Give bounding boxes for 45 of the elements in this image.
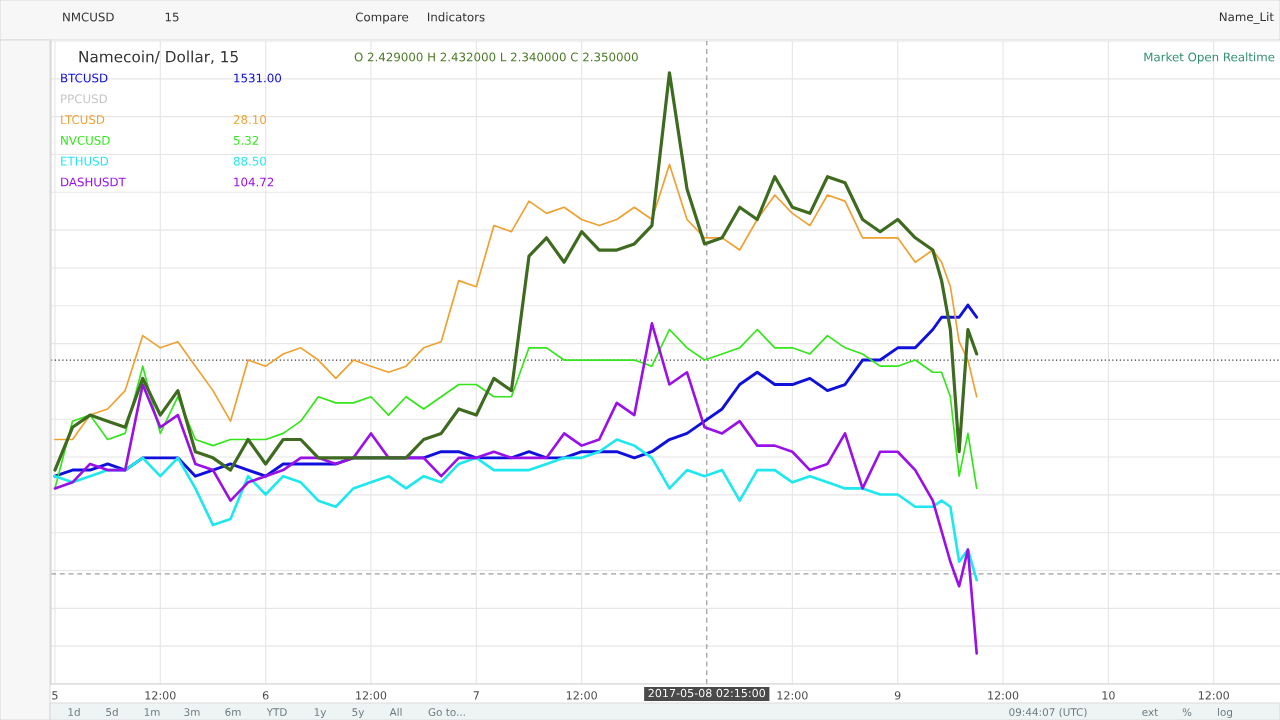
text: Indicators	[428, 12, 485, 22]
annotation: 5.32	[233, 135, 259, 145]
text: 09:44:07 (UTC)	[1009, 707, 1087, 718]
text: 6m	[225, 708, 241, 717]
text: 1y	[314, 708, 327, 719]
text: 1d	[68, 707, 80, 717]
text: 3m	[184, 708, 200, 717]
text: 5y	[352, 708, 365, 719]
x-tick-label: 10	[1102, 691, 1115, 700]
x-tick-label: 12:00	[988, 691, 1019, 700]
x-tick-label: 12:00	[566, 691, 597, 700]
x-tick-label: 12:00	[356, 691, 387, 700]
x-tick-label: 12:00	[145, 691, 176, 700]
annotation: 104.72	[234, 177, 274, 187]
text: LTCUSD	[61, 115, 105, 125]
text: log	[1218, 707, 1232, 719]
annotation: 28.10	[233, 115, 267, 125]
text: Go to...	[428, 708, 465, 717]
text: NVCUSD	[61, 135, 110, 145]
x-tick-label: 12:00	[1198, 691, 1229, 700]
text: BTCUSD	[61, 73, 108, 83]
text: Compare	[355, 12, 409, 24]
x-tick-label: 5	[52, 691, 58, 700]
text: 2017-05-08 02:15:00	[648, 688, 766, 698]
chart-title: Namecoin/ Dollar, 15	[79, 50, 238, 64]
text: Name_Lit	[1219, 12, 1274, 24]
x-tick-label: 12:00	[777, 691, 808, 700]
text: DASHUSDT	[61, 177, 126, 187]
text: 1m	[144, 708, 160, 716]
text: ext	[1142, 708, 1158, 717]
x-tick-label: 9	[894, 691, 901, 700]
text: All	[389, 707, 402, 716]
annotation: 1531.00	[234, 73, 282, 83]
text: 5d	[106, 707, 118, 717]
text: %	[1182, 708, 1192, 717]
text: YTD	[266, 708, 287, 716]
x-tick-label: 6	[262, 691, 269, 700]
text: NMCUSD	[63, 12, 114, 22]
text: ETHUSD	[61, 156, 109, 166]
annotation: 88.50	[233, 156, 267, 166]
text: 15	[165, 12, 179, 22]
x-tick-label: 7	[473, 691, 479, 700]
annotation: PPCUSD	[61, 94, 108, 104]
text: Market Open Realtime	[1144, 52, 1275, 64]
text: O 2.429000 H 2.432000 L 2.340000 C 2.350000	[354, 52, 638, 62]
